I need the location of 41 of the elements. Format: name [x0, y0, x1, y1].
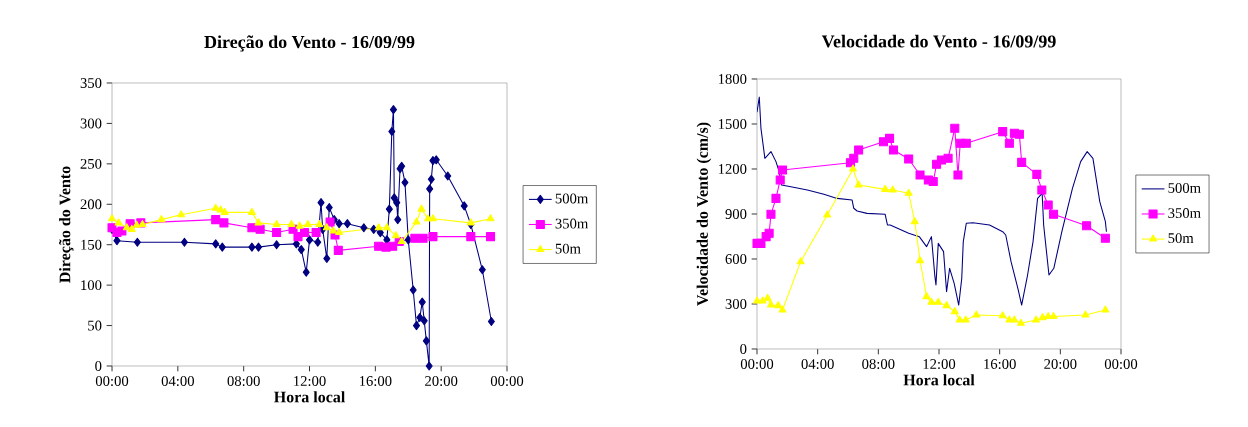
chart-title: Velocidade do Vento - 16/09/99: [821, 34, 1056, 48]
y-tick-label: 1200: [718, 164, 747, 174]
x-tick-label: 20:00: [1044, 359, 1077, 369]
x-tick-label: 08:00: [227, 376, 260, 386]
x-tick-label: 16:00: [984, 359, 1016, 369]
legend-label: 350m: [555, 218, 589, 229]
x-tick-label: 00:00: [95, 376, 129, 386]
y-tick-label: 150: [81, 239, 102, 250]
legend-label: 500m: [555, 193, 589, 204]
y-tick-label: 350: [80, 78, 102, 88]
y-tick-label: 50: [88, 320, 102, 331]
x-tick-label: 00:00: [490, 376, 524, 386]
x-tick-label: 16:00: [359, 376, 392, 386]
y-tick-label: 900: [725, 209, 747, 219]
y-tick-label: 100: [81, 280, 102, 291]
x-tick-label: 20:00: [425, 376, 458, 386]
x-axis-title: Hora local: [903, 374, 975, 386]
y-tick-label: 1800: [718, 74, 747, 84]
y-axis-title: Direção do Vento: [59, 166, 74, 283]
chart-title: Direção do Vento - 16/09/99: [204, 35, 415, 52]
y-tick-label: 250: [80, 158, 102, 169]
y-tick-label: 0: [95, 361, 102, 371]
x-tick-label: 00:00: [1104, 359, 1138, 369]
legend-label: 350m: [1168, 208, 1201, 219]
y-tick-label: 300: [725, 299, 747, 309]
y-axis-title: Velocidade do Vento (cm/s): [696, 122, 712, 306]
y-tick-label: 200: [80, 199, 102, 210]
legend-label: 50m: [1168, 233, 1194, 244]
legend-label: 50m: [555, 243, 581, 254]
x-tick-label: 04:00: [161, 376, 194, 386]
legend-label: 500m: [1168, 183, 1201, 193]
x-tick-label: 08:00: [862, 359, 895, 369]
x-tick-label: 12:00: [294, 376, 326, 386]
x-tick-label: 12:00: [923, 359, 956, 369]
x-axis-title: Hora local: [274, 391, 345, 403]
x-tick-label: 00:00: [740, 359, 774, 369]
y-tick-label: 300: [80, 118, 102, 129]
y-tick-label: 600: [725, 254, 747, 264]
x-tick-label: 04:00: [801, 359, 834, 369]
y-tick-label: 0: [740, 344, 747, 354]
y-tick-label: 1500: [718, 119, 747, 129]
